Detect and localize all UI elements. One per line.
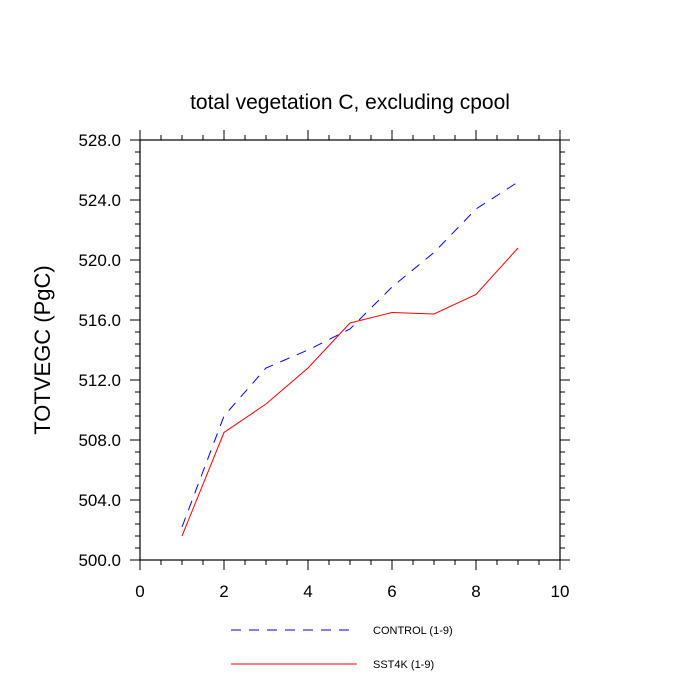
y-axis-label: TOTVEGC (PgC): [30, 265, 55, 435]
y-tick-label: 504.0: [78, 491, 121, 510]
series-line-control: [181, 181, 519, 528]
legend-label-control: CONTROL (1-9): [373, 625, 453, 637]
plot-frame: [139, 139, 561, 561]
y-tick-label: 520.0: [78, 251, 121, 270]
y-tick-label: 524.0: [78, 191, 121, 210]
y-tick-label: 528.0: [78, 131, 121, 150]
y-tick-label: 516.0: [78, 311, 121, 330]
x-tick-label: 10: [551, 582, 570, 601]
x-tick-label: 8: [471, 582, 480, 601]
axis-tick-labels: 0 2 4 6 8 10 500.0 504.0 508.0 512.0 516.0 520.0 524…: [78, 131, 569, 601]
axis-ticks: [130, 130, 570, 570]
chart-title: total vegetation C, excluding cpool: [190, 91, 510, 114]
series-lines: [181, 181, 519, 537]
x-tick-label: 6: [387, 582, 396, 601]
series-line-sst4k: [181, 247, 519, 537]
x-tick-label: 2: [219, 582, 228, 601]
x-tick-label: 0: [135, 582, 144, 601]
legend-label-sst4k: SST4K (1-9): [373, 659, 434, 671]
y-tick-label: 508.0: [78, 431, 121, 450]
legend: CONTROL (1-9) SST4K (1-9): [231, 625, 453, 671]
x-tick-label: 4: [303, 582, 312, 601]
y-tick-label: 500.0: [78, 551, 121, 570]
y-tick-label: 512.0: [78, 371, 121, 390]
